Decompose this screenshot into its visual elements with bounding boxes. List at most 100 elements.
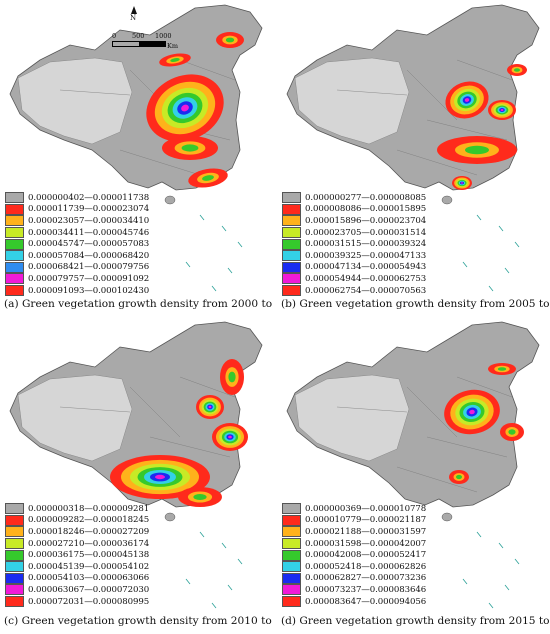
province-boundary — [119, 149, 201, 176]
island — [164, 512, 176, 522]
density-band — [464, 98, 470, 102]
north-label: N — [130, 14, 137, 22]
map-b — [286, 4, 540, 292]
legend-range: 0.000011739—0.000023074 — [28, 204, 150, 215]
legend-swatch — [5, 203, 24, 215]
low-density-region — [294, 374, 410, 462]
legend-swatch — [282, 203, 301, 215]
sea-boundary-dash — [462, 578, 468, 585]
legend-item: 0.000021188—0.000031597 — [282, 526, 426, 538]
low-density-region — [17, 374, 133, 462]
sea-boundary-dash — [211, 285, 217, 292]
legend-swatch — [5, 584, 24, 596]
legend-swatch — [282, 584, 301, 596]
legend-item: 0.000054103—0.000063066 — [5, 572, 149, 585]
legend-item: 0.000010779—0.000021187 — [282, 514, 426, 527]
legend-item: 0.000052418—0.000062826 — [282, 561, 426, 573]
density-hotspot — [444, 389, 500, 435]
legend-item: 0.000091093—0.000102430 — [5, 285, 149, 297]
density-hotspot — [507, 64, 527, 76]
legend-swatch — [282, 514, 301, 526]
low-density-region — [294, 57, 410, 145]
legend-item: 0.000073237—0.000083646 — [282, 584, 426, 596]
density-band — [181, 144, 199, 152]
legend-item: 0.000045139—0.000054102 — [5, 561, 149, 573]
legend-range: 0.000015896—0.000023704 — [305, 215, 427, 226]
legend-item: 0.000011739—0.000023074 — [5, 203, 150, 216]
legend-item: 0.000083647—0.000094056 — [282, 596, 426, 608]
map-d — [286, 321, 540, 609]
legend-item: 0.000054944—0.000062753 — [282, 273, 426, 285]
sea-boundary-dash — [504, 267, 510, 274]
scale-label-500: 500 — [132, 32, 145, 40]
legend-item: 0.000034411—0.000045746 — [5, 227, 149, 239]
sea-boundary-dash — [227, 267, 233, 274]
scale-bar: 0 500 1000 Km — [112, 32, 273, 58]
legend-item: 0.000031515—0.000039324 — [282, 238, 426, 250]
legend-swatch — [282, 227, 301, 239]
legend-swatch — [282, 250, 301, 262]
sea-boundary-dash — [237, 241, 243, 248]
sea-boundary-dash — [504, 584, 510, 591]
legend-swatch — [5, 238, 24, 250]
legend-range: 0.000031515—0.000039324 — [305, 239, 427, 250]
north-arrow: N — [130, 6, 137, 22]
legend-range: 0.000083647—0.000094056 — [305, 596, 427, 607]
legend-swatch — [282, 192, 301, 204]
sea-boundary-dash — [221, 225, 227, 232]
legend-b: 0.000000277—0.000008085 0.000008086—0.000… — [282, 192, 427, 297]
province-boundary — [336, 89, 408, 96]
density-hotspot — [437, 136, 517, 164]
legend-swatch — [282, 549, 301, 561]
legend-range: 0.000036175—0.000045138 — [28, 550, 150, 561]
legend-item: 0.000000277—0.000008085 — [282, 192, 426, 204]
legend-item: 0.000023705—0.000031514 — [282, 227, 426, 239]
legend-swatch — [5, 538, 24, 550]
low-density-region — [17, 57, 133, 145]
country-outline — [286, 321, 540, 508]
density-band — [208, 405, 212, 409]
province-boundary — [426, 436, 508, 458]
density-band — [465, 145, 489, 155]
density-hotspot — [178, 487, 222, 507]
legend-swatch — [282, 273, 301, 285]
legend-item: 0.000000369—0.000010778 — [282, 503, 426, 515]
scale-label-0: 0 — [112, 32, 117, 40]
legend-c: 0.000000318—0.000009281 0.000009282—0.000… — [5, 503, 150, 608]
legend-item: 0.000031598—0.000042007 — [282, 538, 426, 550]
sea-boundary-dash — [488, 602, 494, 609]
province-boundary — [149, 436, 231, 458]
legend-swatch — [5, 526, 24, 538]
country-outline — [9, 321, 263, 508]
legend-range: 0.000052418—0.000062826 — [305, 561, 427, 572]
legend-range: 0.000045139—0.000054102 — [28, 561, 150, 572]
panel-a: N 0 500 1000 Km 0.000000402—0.000011738 0… — [0, 0, 273, 317]
legend-range: 0.000042008—0.000052417 — [305, 550, 427, 561]
panel-b: 0.000000277—0.000008085 0.000008086—0.000… — [277, 0, 550, 317]
density-band — [228, 371, 236, 383]
legend-item: 0.000062754—0.000070563 — [282, 285, 426, 297]
legend-range: 0.000009282—0.000018245 — [28, 515, 150, 526]
legend-swatch — [5, 261, 24, 273]
panel-d: 0.000000369—0.000010778 0.000010779—0.000… — [277, 317, 550, 634]
legend-swatch — [5, 596, 24, 608]
legend-range: 0.000062827—0.000073236 — [305, 573, 427, 584]
legend-range: 0.000039325—0.000047133 — [305, 250, 427, 261]
density-hotspot — [162, 136, 218, 160]
density-hotspot — [488, 100, 516, 120]
scale-label-1000: 1000 — [155, 32, 172, 40]
province-boundary — [456, 59, 513, 81]
legend-range: 0.000062754—0.000070563 — [305, 285, 427, 296]
legend-item: 0.000008086—0.000015895 — [282, 203, 426, 216]
legend-swatch — [5, 503, 24, 515]
province-boundary — [456, 376, 513, 398]
legend-a: 0.000000402—0.000011738 0.000011739—0.000… — [5, 192, 150, 297]
density-hotspot — [220, 359, 244, 395]
legend-swatch — [282, 572, 301, 584]
legend-range: 0.000034411—0.000045746 — [28, 227, 150, 238]
density-band — [225, 37, 235, 43]
legend-range: 0.000023057—0.000034410 — [28, 215, 150, 226]
island — [441, 512, 453, 522]
legend-range: 0.000000318—0.000009281 — [28, 503, 150, 514]
legend-item: 0.000023057—0.000034410 — [5, 215, 149, 227]
